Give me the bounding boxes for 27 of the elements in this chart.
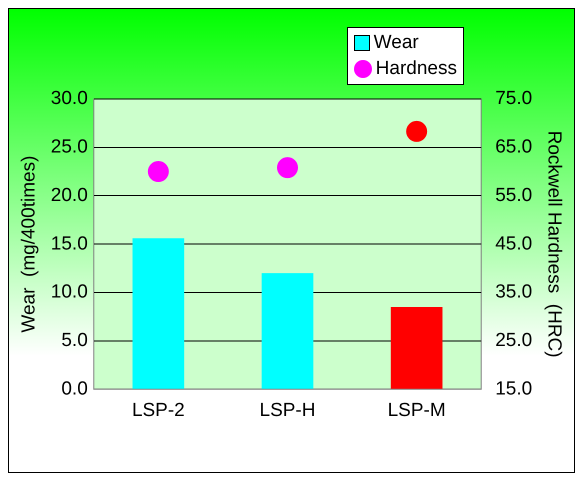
y2-tick-label: 55.0 xyxy=(495,184,532,206)
x-tick-label: LSP-2 xyxy=(132,400,185,421)
y-tick-label: 15.0 xyxy=(50,233,88,254)
x-tick-label: LSP-M xyxy=(388,400,446,421)
point xyxy=(148,161,169,182)
y2-tick-label: 65.0 xyxy=(495,136,532,158)
y2-tick-label: 25.0 xyxy=(495,330,532,352)
point xyxy=(277,157,298,178)
y-tick-label: 30.0 xyxy=(50,88,88,110)
y-tick-label: 25.0 xyxy=(50,136,88,158)
y2-tick-label: 45.0 xyxy=(495,233,532,254)
y2-tick-label: 15.0 xyxy=(495,378,532,400)
y2-tick-label: 75.0 xyxy=(495,88,532,110)
y-tick-label: 0.0 xyxy=(61,378,88,400)
y-tick-label: 20.0 xyxy=(50,184,88,206)
bar xyxy=(262,273,314,389)
x-tick-label: LSP-H xyxy=(260,400,316,421)
point xyxy=(406,120,428,142)
y-tick-label: 5.0 xyxy=(61,330,88,352)
y-axis-title: Wear (mg/400times) xyxy=(18,156,40,333)
y-tick-label: 10.0 xyxy=(50,282,88,303)
bar xyxy=(390,306,442,389)
y2-tick-label: 35.0 xyxy=(495,282,532,303)
bar xyxy=(132,238,184,389)
legend-label: Hardness xyxy=(376,57,457,81)
y2-axis-title: Rockwell Hardness (HRC) xyxy=(543,130,564,358)
legend-label: Wear xyxy=(374,31,419,55)
